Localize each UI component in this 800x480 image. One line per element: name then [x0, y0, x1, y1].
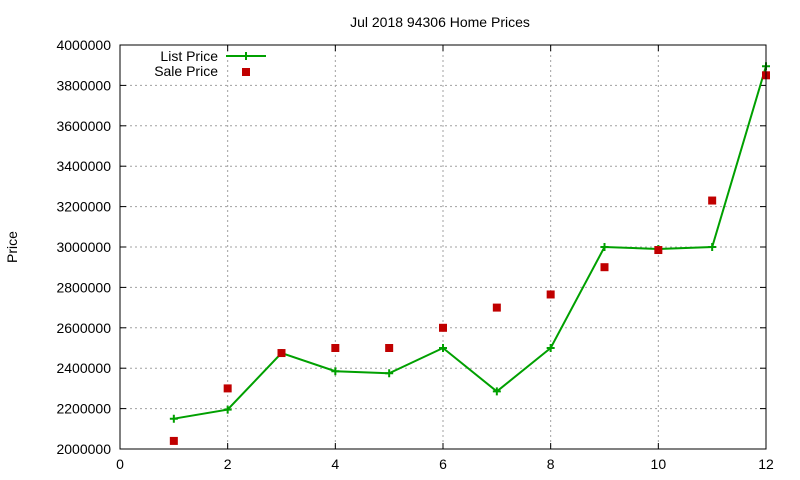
- series-line-list-price: [173, 65, 767, 420]
- grid: [120, 45, 766, 449]
- data-point-sale-price: [708, 196, 717, 205]
- data-point-sale-price: [169, 436, 178, 445]
- y-tick-label: 3400000: [56, 158, 111, 174]
- legend-marker-list-price: [242, 52, 250, 60]
- data-point-list-price: [331, 367, 340, 376]
- y-tick-label: 2800000: [56, 279, 111, 295]
- y-axis-label: Price: [4, 231, 20, 263]
- data-point-sale-price: [277, 349, 286, 358]
- data-point-sale-price: [492, 303, 501, 312]
- x-tick-label: 2: [224, 456, 232, 472]
- data-point-sale-price: [223, 384, 232, 393]
- x-tick-label: 10: [651, 456, 667, 472]
- y-tick-label: 2600000: [56, 320, 111, 336]
- x-tick-label: 8: [547, 456, 555, 472]
- data-point-list-price: [708, 243, 717, 251]
- y-tick-label: 3000000: [56, 239, 111, 255]
- data-point-sale-price: [331, 344, 340, 352]
- legend-marker-sale-price: [242, 68, 250, 76]
- y-tick-label: 3200000: [56, 199, 111, 215]
- y-tick-label: 2000000: [56, 441, 111, 457]
- data-point-list-price: [492, 387, 501, 396]
- legend-label-list-price: List Price: [160, 48, 218, 64]
- data-point-sale-price: [385, 344, 394, 352]
- x-tick-label: 6: [439, 456, 447, 472]
- data-point-list-price: [439, 344, 447, 352]
- data-point-sale-price: [654, 246, 663, 255]
- y-tick-label: 3600000: [56, 118, 111, 134]
- x-tick-label: 4: [331, 456, 339, 472]
- data-point-list-price: [546, 344, 555, 352]
- plot-frame: [119, 44, 767, 450]
- data-point-list-price: [223, 405, 232, 414]
- x-tick-label: 0: [116, 456, 124, 472]
- y-tick-label: 3800000: [56, 77, 111, 93]
- y-tick-label: 4000000: [56, 37, 111, 53]
- chart-title: Jul 2018 94306 Home Prices: [350, 14, 530, 30]
- y-tick-label: 2400000: [56, 360, 111, 376]
- data-point-list-price: [385, 369, 394, 378]
- y-tick-label: 2200000: [56, 401, 111, 417]
- data-point-list-price: [600, 243, 609, 251]
- legend-label-sale-price: Sale Price: [154, 63, 218, 79]
- data-point-sale-price: [439, 323, 447, 332]
- axis-ticks: 0 2 4 6 8 10 12 2000000 2200000 2400000 2600000 280…: [56, 37, 774, 472]
- data-point-list-price: [169, 414, 178, 423]
- series-layer: [169, 62, 770, 445]
- data-point-sale-price: [546, 290, 555, 299]
- x-tick-label: 12: [758, 456, 774, 472]
- legend: List Price Sale Price: [154, 48, 266, 79]
- data-point-sale-price: [600, 263, 609, 272]
